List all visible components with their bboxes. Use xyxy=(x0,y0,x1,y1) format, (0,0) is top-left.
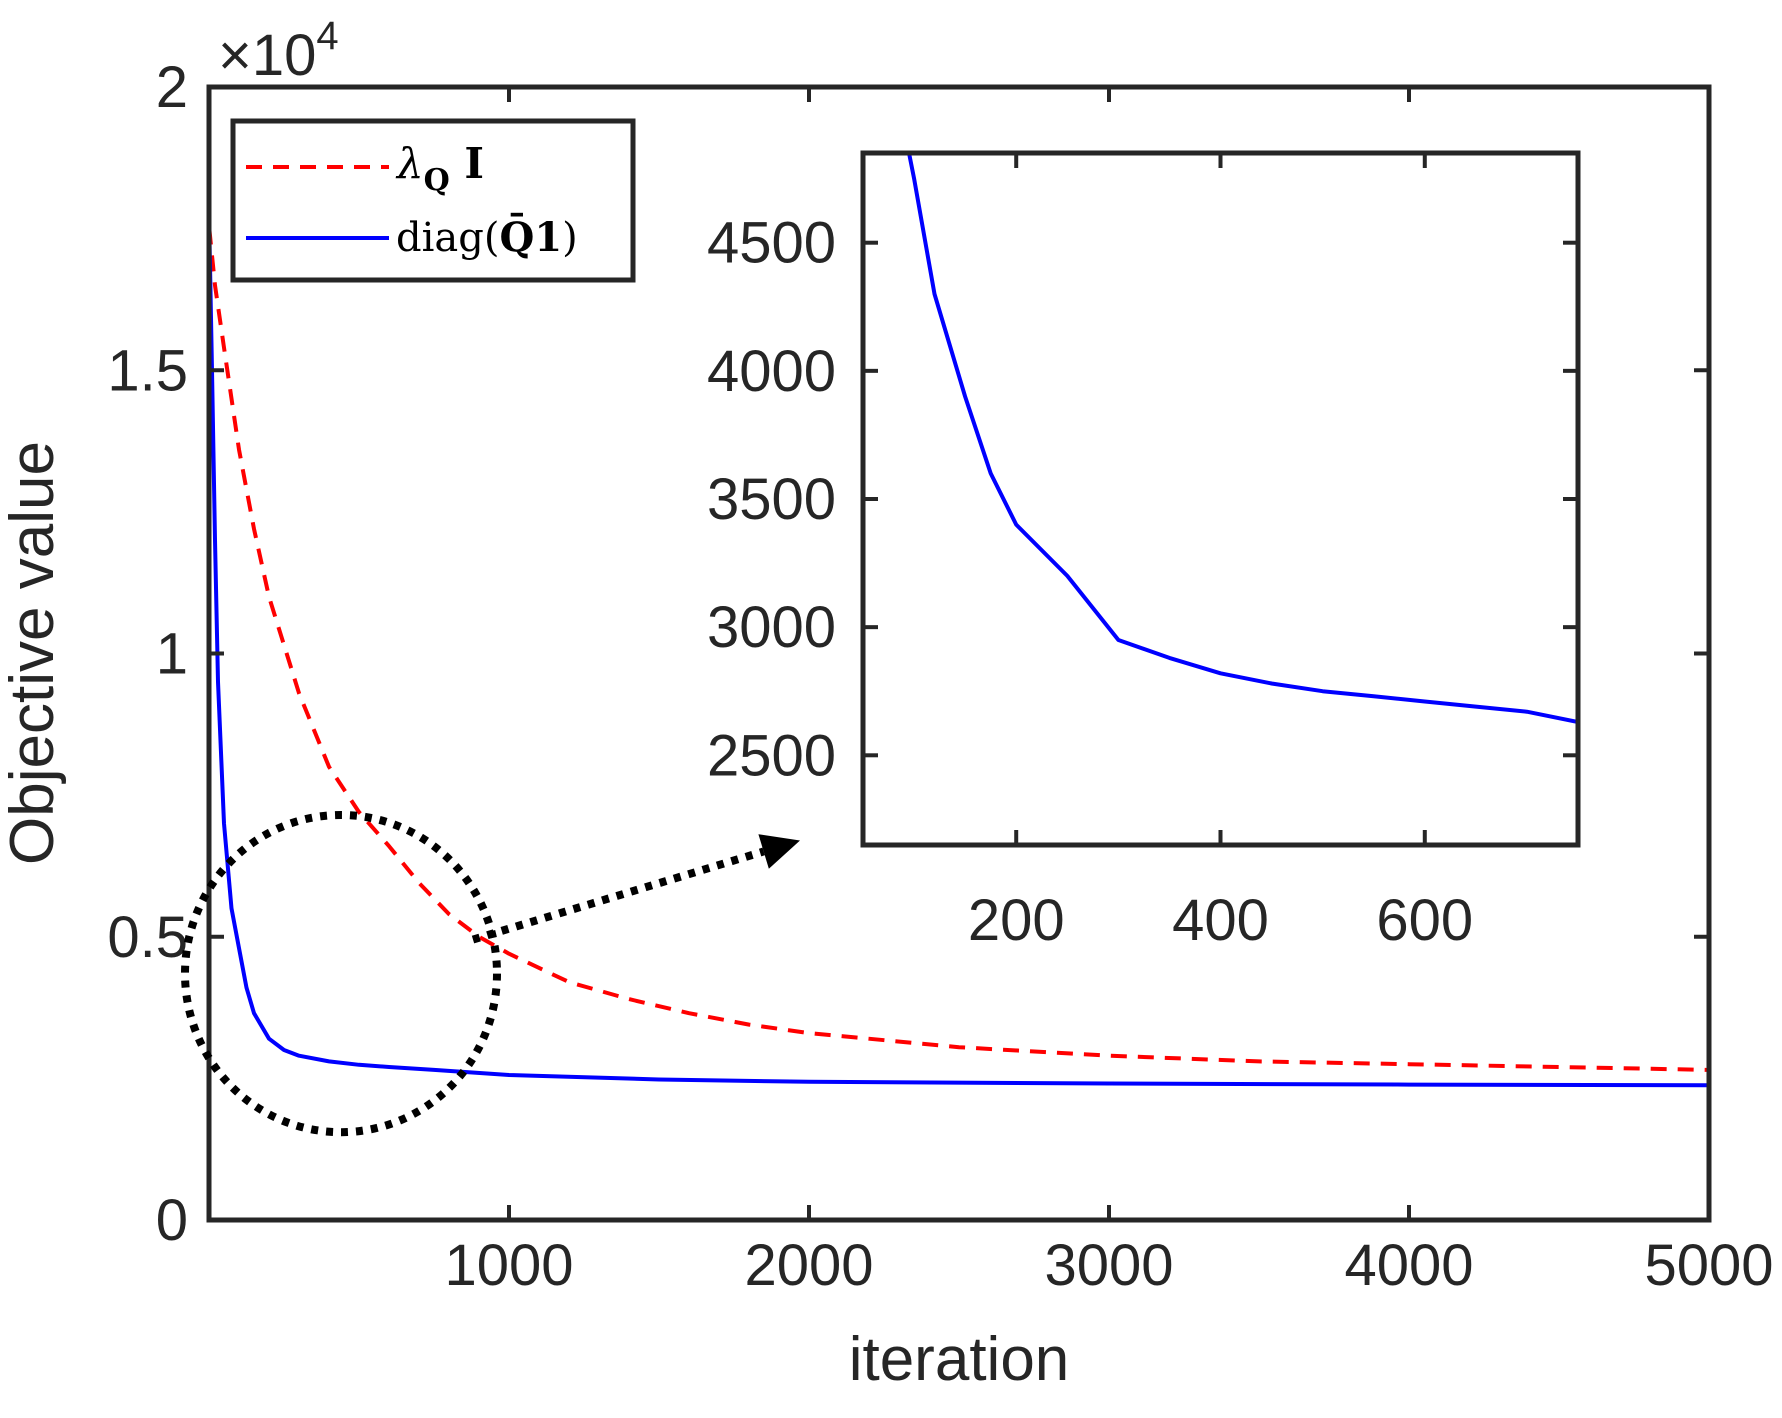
inset-y-tick-label: 4500 xyxy=(707,211,836,276)
inset-plot: 200 400 600 2500 3000 3500 4000 4500 xyxy=(707,150,1581,953)
legend-box xyxy=(230,118,636,283)
inset-x-tick-label: 400 xyxy=(1172,888,1269,953)
main-y-tick-label: 1.5 xyxy=(107,338,188,403)
inset-series-diag-line xyxy=(907,153,1578,724)
inset-x-tick-label: 200 xyxy=(968,888,1065,953)
main-series-diag-line xyxy=(207,228,1710,1088)
inset-ticks: 200 400 600 2500 3000 3500 4000 4500 xyxy=(707,153,1578,953)
inset-y-tick-label: 3500 xyxy=(707,467,836,532)
zoom-ellipse xyxy=(181,810,501,1137)
main-y-tick-label: 2 xyxy=(156,55,188,120)
main-ticks: 1000 2000 3000 4000 5000 0 0.5 1 1.5 2 xyxy=(107,55,1773,1298)
y-exponent-power: 4 xyxy=(316,14,338,58)
zoom-arrow-head xyxy=(758,834,800,869)
main-x-tick-label: 5000 xyxy=(1644,1233,1773,1298)
main-y-tick-label: 0 xyxy=(156,1188,188,1253)
main-series-group xyxy=(207,228,1710,1088)
y-exponent-label: ×104 xyxy=(218,14,339,88)
inset-y-tick-label: 4000 xyxy=(707,339,836,404)
main-x-tick-label: 1000 xyxy=(444,1233,573,1298)
legend: λQ I diag(Q̄1) xyxy=(230,118,636,283)
main-x-tick-label: 2000 xyxy=(744,1233,873,1298)
main-x-tick-label: 3000 xyxy=(1044,1233,1173,1298)
y-axis-title: Objective value xyxy=(0,441,67,865)
zoom-arrow-shaft xyxy=(471,847,765,944)
inset-y-tick-label: 3000 xyxy=(707,595,836,660)
inset-series-group xyxy=(907,153,1578,724)
inset-x-tick-label: 600 xyxy=(1376,888,1473,953)
zoom-annotations xyxy=(181,810,800,1137)
main-y-tick-label: 1 xyxy=(156,622,188,687)
legend-label-lambda: λQ I xyxy=(395,139,484,198)
inset-y-tick-label: 2500 xyxy=(707,723,836,788)
legend-label-diag: diag(Q̄1) xyxy=(396,214,578,261)
main-y-tick-label: 0.5 xyxy=(107,905,188,970)
x-axis-title: iteration xyxy=(849,1325,1070,1394)
main-x-tick-label: 4000 xyxy=(1344,1233,1473,1298)
inset-plot-area xyxy=(863,153,1578,845)
main-series-lambda-line xyxy=(207,228,1710,1072)
